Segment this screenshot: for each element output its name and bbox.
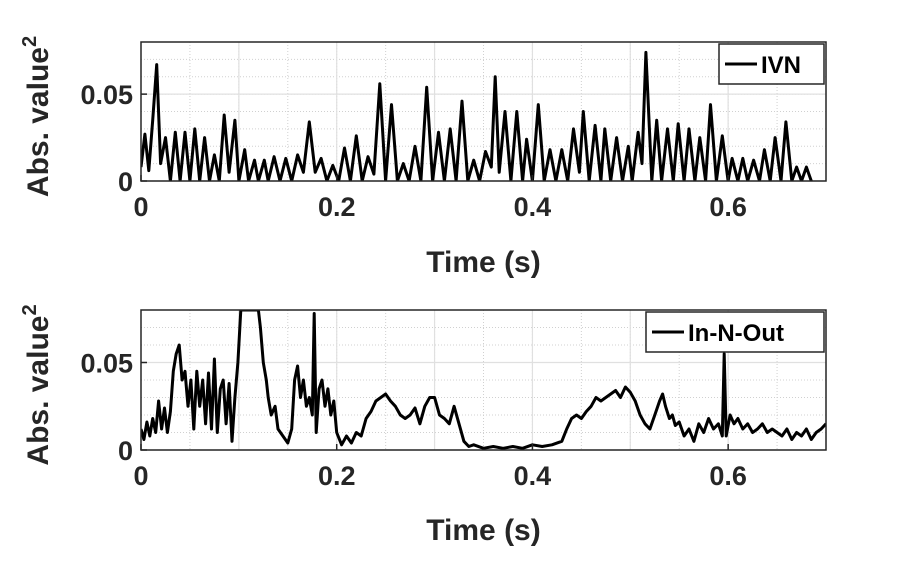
y-tick-label: 0 xyxy=(118,436,133,466)
x-tick-label: 0.6 xyxy=(709,192,747,222)
chart-panel-1: 0 0.2 0.4 0.6 0 0.05 Time (s) Abs. value2 IVN xyxy=(19,36,827,279)
legend: In-N-Out xyxy=(645,311,825,353)
x-tick-label: 0.4 xyxy=(514,461,552,491)
series-line-1-1 xyxy=(141,50,813,181)
y-axis-label-superscript: 2 xyxy=(19,304,41,315)
x-axis-label: Time (s) xyxy=(426,514,540,547)
x-tick-label: 0 xyxy=(133,192,148,222)
chart-panel-2: 0 0.2 0.4 0.6 0 0.05 Time (s) Abs. value2 In-N-O… xyxy=(19,304,827,547)
x-axis-label: Time (s) xyxy=(426,246,540,279)
y-tick-label: 0.05 xyxy=(80,80,133,110)
legend-box xyxy=(645,311,825,353)
y-axis-label: Abs. value2 xyxy=(19,36,55,197)
axes-frame xyxy=(140,309,827,451)
legend: IVN xyxy=(718,43,825,85)
legend-label: In-N-Out xyxy=(688,320,784,347)
x-tick-label: 0.2 xyxy=(318,192,356,222)
x-tick-label: 0.4 xyxy=(514,192,552,222)
y-tick-label: 0.05 xyxy=(80,349,133,379)
axes-frame xyxy=(140,41,827,182)
y-axis-label-text: Abs. value xyxy=(22,47,55,197)
y-tick-label: 0 xyxy=(118,167,133,197)
legend-label: IVN xyxy=(761,52,801,79)
y-axis-label-text: Abs. value xyxy=(22,316,55,466)
x-tick-label: 0.6 xyxy=(709,461,747,491)
series-line-2-1 xyxy=(141,310,826,450)
y-axis-label: Abs. value2 xyxy=(19,304,55,465)
x-tick-label: 0.2 xyxy=(318,461,356,491)
y-axis-label-superscript: 2 xyxy=(19,36,41,47)
x-tick-label: 0 xyxy=(133,461,148,491)
